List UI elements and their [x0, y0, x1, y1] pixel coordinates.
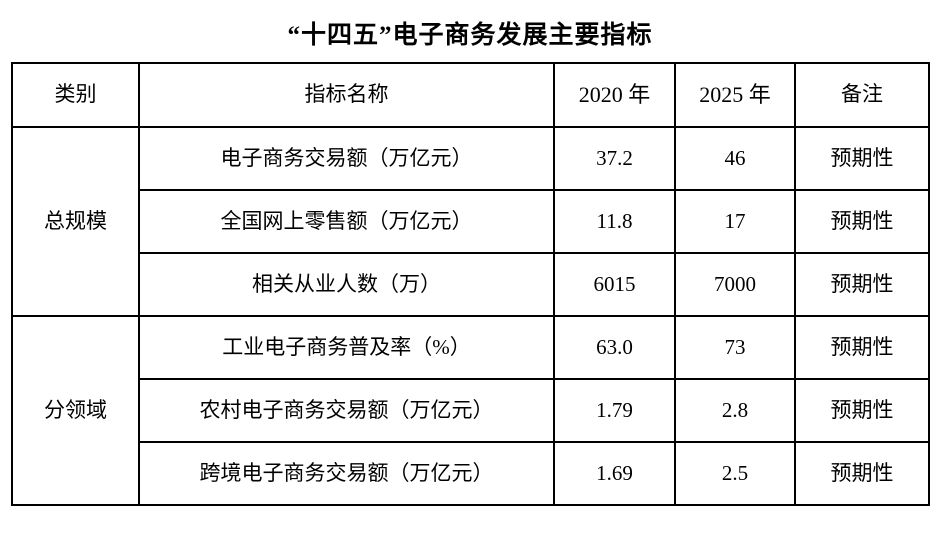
indicators-table: 类别 指标名称 2020 年 2025 年 备注 总规模 电子商务交易额（万亿元… [11, 62, 930, 506]
table-row: 分领域 工业电子商务普及率（%） 63.0 73 预期性 [11, 315, 930, 506]
value-2020: 11.8 [553, 189, 676, 254]
col-header-2025: 2025 年 [674, 62, 796, 128]
value-2020: 1.69 [553, 441, 676, 506]
note-cell: 预期性 [794, 441, 930, 506]
value-2020: 63.0 [553, 315, 676, 380]
value-2025: 2.8 [674, 378, 796, 443]
col-header-2020: 2020 年 [553, 62, 676, 128]
table-row: 总规模 电子商务交易额（万亿元） 37.2 46 预期性 [11, 126, 930, 317]
value-2020: 37.2 [553, 126, 676, 191]
category-cell-sub-domain: 分领域 [11, 315, 140, 506]
note-cell: 预期性 [794, 252, 930, 317]
table-row: 跨境电子商务交易额（万亿元） 1.69 2.5 预期性 [12, 441, 930, 506]
indicator-name: 跨境电子商务交易额（万亿元） [138, 441, 555, 506]
indicator-name: 工业电子商务普及率（%） [138, 315, 555, 380]
indicator-name: 电子商务交易额（万亿元） [138, 126, 555, 191]
indicator-name: 全国网上零售额（万亿元） [138, 189, 555, 254]
table-header-row: 类别 指标名称 2020 年 2025 年 备注 [11, 62, 930, 128]
note-cell: 预期性 [794, 189, 930, 254]
col-header-note: 备注 [794, 62, 930, 128]
page-title: “十四五”电子商务发展主要指标 [287, 22, 653, 49]
indicator-name: 农村电子商务交易额（万亿元） [138, 378, 555, 443]
note-cell: 预期性 [794, 126, 930, 191]
value-2025: 73 [674, 315, 796, 380]
note-cell: 预期性 [794, 378, 930, 443]
indicator-name: 相关从业人数（万） [138, 252, 555, 317]
table-row: 全国网上零售额（万亿元） 11.8 17 预期性 [12, 189, 930, 254]
table-row: 农村电子商务交易额（万亿元） 1.79 2.8 预期性 [12, 378, 930, 443]
value-2025: 2.5 [674, 441, 796, 506]
value-2020: 6015 [553, 252, 676, 317]
note-cell: 预期性 [794, 315, 930, 380]
category-cell-total-scale: 总规模 [11, 126, 140, 317]
col-header-category: 类别 [11, 62, 140, 128]
value-2025: 7000 [674, 252, 796, 317]
col-header-indicator: 指标名称 [138, 62, 555, 128]
value-2025: 17 [674, 189, 796, 254]
document-page: “十四五”电子商务发展主要指标 类别 指标名称 2020 年 2025 年 备注… [11, 0, 930, 506]
table-row: 相关从业人数（万） 6015 7000 预期性 [12, 252, 930, 317]
value-2025: 46 [674, 126, 796, 191]
value-2020: 1.79 [553, 378, 676, 443]
